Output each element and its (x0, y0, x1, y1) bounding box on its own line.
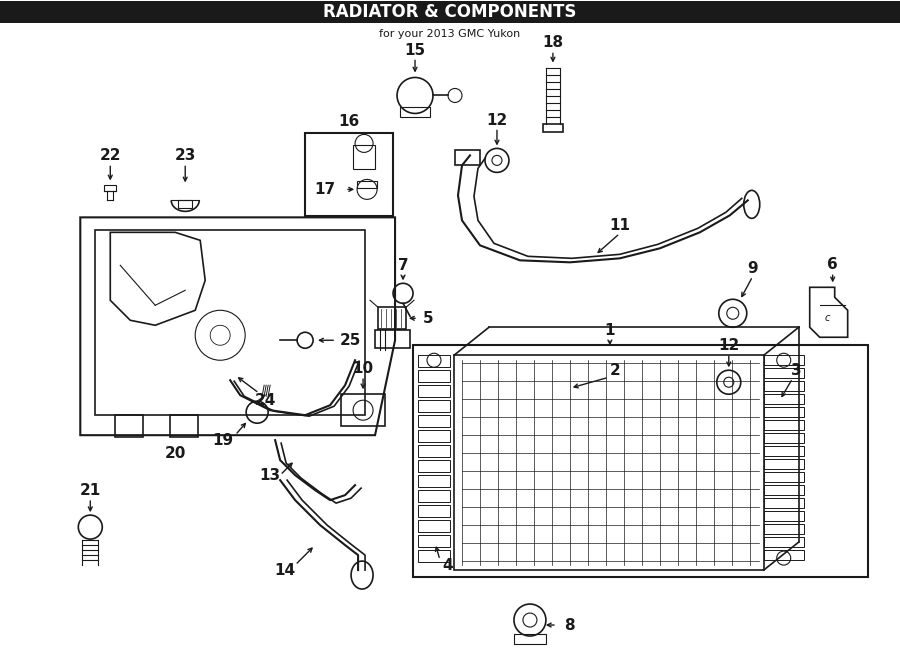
Bar (104, 185, 116, 192)
Text: 23: 23 (175, 148, 196, 163)
Bar (764, 368, 804, 378)
Bar (764, 485, 804, 495)
Text: 2: 2 (609, 363, 620, 377)
Bar (170, 415, 198, 437)
Bar (764, 381, 804, 391)
Text: 25: 25 (339, 332, 361, 348)
Text: 16: 16 (338, 114, 360, 129)
Text: 22: 22 (100, 148, 121, 163)
Bar (305, 134, 393, 216)
Bar (764, 524, 804, 534)
Text: 24: 24 (255, 393, 275, 408)
Bar (764, 511, 804, 521)
Bar (418, 415, 450, 427)
Bar (0, 1, 900, 22)
Bar (764, 550, 804, 560)
Bar (418, 445, 450, 457)
Bar (418, 385, 450, 397)
Text: 1: 1 (605, 323, 615, 338)
Text: 3: 3 (791, 363, 802, 377)
Text: c: c (825, 313, 831, 323)
Bar (375, 330, 410, 348)
Bar (764, 537, 804, 547)
Text: 10: 10 (353, 361, 374, 375)
Text: 21: 21 (80, 483, 101, 498)
Bar (764, 472, 804, 482)
Text: 12: 12 (718, 338, 740, 353)
Text: 20: 20 (165, 446, 186, 461)
Text: 11: 11 (609, 218, 630, 233)
Bar (764, 394, 804, 405)
Text: 14: 14 (274, 563, 296, 578)
Bar (413, 345, 868, 577)
Bar (418, 505, 450, 517)
Bar (764, 420, 804, 430)
Bar (418, 475, 450, 487)
Bar (357, 181, 377, 188)
Bar (418, 535, 450, 547)
Text: RADIATOR & COMPONENTS: RADIATOR & COMPONENTS (323, 3, 577, 20)
Bar (418, 520, 450, 532)
Bar (764, 498, 804, 508)
Text: 18: 18 (543, 35, 563, 50)
Bar (764, 433, 804, 443)
Bar (418, 430, 450, 442)
Bar (341, 394, 385, 426)
Bar (115, 415, 143, 437)
Text: 19: 19 (212, 433, 234, 447)
Bar (418, 550, 450, 562)
Bar (764, 355, 804, 366)
Bar (764, 407, 804, 417)
Bar (378, 307, 406, 329)
Bar (764, 459, 804, 469)
Bar (455, 151, 480, 165)
Bar (400, 108, 430, 118)
Text: 15: 15 (404, 43, 426, 58)
Text: 6: 6 (827, 257, 838, 272)
Bar (543, 124, 562, 132)
Text: 4: 4 (443, 558, 454, 572)
Bar (418, 370, 450, 382)
Text: 8: 8 (564, 617, 575, 633)
Bar (418, 490, 450, 502)
Bar (764, 446, 804, 456)
Bar (454, 355, 764, 570)
Text: 17: 17 (314, 182, 336, 197)
Bar (95, 230, 365, 415)
Text: 5: 5 (423, 311, 433, 326)
Text: for your 2013 GMC Yukon: for your 2013 GMC Yukon (380, 28, 520, 38)
Bar (178, 200, 193, 208)
Bar (418, 460, 450, 472)
Bar (418, 400, 450, 412)
Bar (514, 634, 546, 644)
Text: 13: 13 (259, 467, 281, 483)
Text: 7: 7 (398, 258, 409, 273)
Text: 12: 12 (486, 113, 508, 128)
Text: 9: 9 (747, 261, 758, 276)
Bar (418, 355, 450, 368)
Bar (353, 145, 375, 169)
